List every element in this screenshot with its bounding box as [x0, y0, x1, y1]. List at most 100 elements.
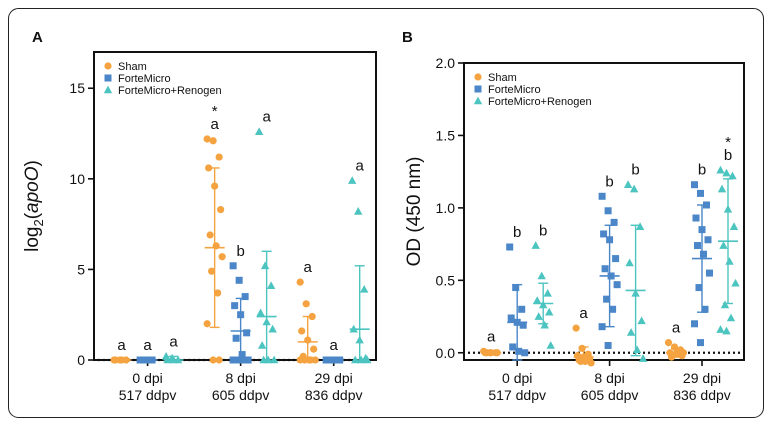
data-point	[533, 296, 542, 304]
significance-label: b	[724, 147, 732, 164]
significance-label: a	[169, 333, 178, 350]
legend-label: ForteMicro+Renogen	[118, 85, 222, 97]
data-point	[254, 127, 264, 136]
data-point	[625, 258, 634, 267]
significance-label: a	[304, 259, 313, 276]
significance-label: b	[513, 224, 521, 241]
series-group: b	[229, 243, 252, 364]
data-point	[697, 339, 704, 347]
data-point	[635, 222, 645, 231]
significance-label: b	[236, 243, 244, 260]
y-axis-label: OD (450 nm)	[404, 157, 425, 267]
data-point	[664, 339, 673, 347]
y-label-paren: )	[22, 160, 43, 166]
series-group: b*	[716, 134, 740, 335]
data-point	[604, 342, 612, 350]
data-point	[473, 96, 483, 105]
x-tick-label: 0 dpi	[502, 370, 532, 386]
data-point	[215, 153, 223, 161]
data-point	[545, 307, 554, 316]
data-point	[348, 176, 357, 184]
x-tick-label: 8 dpi	[594, 370, 624, 386]
data-point	[296, 356, 304, 364]
figure-frame: A 0 5 10 15 log2(apoO) 0 dpi 517 ddpv 8 dpi 605 d…	[8, 8, 764, 418]
series-group: a	[348, 158, 372, 364]
data-point	[717, 184, 727, 193]
data-point	[691, 320, 698, 328]
data-point	[726, 313, 736, 322]
series-group: a	[572, 305, 595, 367]
data-point	[598, 192, 606, 200]
data-point	[360, 284, 369, 293]
y-label-paren: (	[22, 212, 43, 219]
data-point	[700, 250, 707, 258]
y-tick-label: 5	[77, 261, 85, 277]
data-point	[268, 324, 277, 333]
y-tick-label: 0.5	[436, 272, 456, 288]
data-point	[507, 314, 515, 322]
data-point	[720, 300, 730, 309]
data-point	[697, 189, 704, 197]
data-point	[215, 356, 223, 364]
data-point	[257, 341, 267, 349]
y-label-gene: apoO	[22, 166, 43, 213]
data-point	[217, 206, 225, 214]
significance-label: a	[672, 320, 681, 337]
x-tick-sublabel: 605 ddpv	[212, 387, 270, 403]
data-point	[604, 207, 612, 215]
y-axis-label: log2(apoO)	[22, 160, 46, 252]
legend-label: Sham	[488, 72, 517, 84]
data-point	[531, 241, 540, 249]
data-point	[229, 356, 237, 364]
series-group: b	[531, 223, 555, 349]
data-point	[601, 265, 609, 273]
significance-label: a	[143, 337, 152, 354]
data-point	[354, 207, 363, 215]
data-point	[626, 328, 636, 336]
data-point	[519, 321, 527, 329]
significance-label: a	[117, 337, 126, 354]
data-point	[232, 334, 240, 342]
data-point	[694, 242, 701, 250]
panel-letter: A	[32, 29, 43, 46]
data-point	[623, 180, 633, 188]
data-point	[598, 323, 606, 331]
significance-label: b	[631, 162, 639, 179]
data-point	[637, 316, 646, 325]
data-point	[256, 308, 265, 317]
data-point	[613, 281, 621, 289]
series-group: b	[623, 162, 648, 362]
data-point	[269, 355, 279, 364]
data-point	[722, 326, 731, 335]
data-point	[474, 73, 482, 81]
significance-label: a	[487, 328, 496, 345]
significance-label: a	[210, 116, 219, 133]
data-point	[209, 356, 217, 364]
data-point	[609, 305, 617, 313]
significance-label: a	[330, 337, 339, 354]
data-point	[235, 276, 243, 284]
x-tick-sublabel: 836 ddpv	[305, 387, 363, 403]
data-point	[534, 312, 543, 320]
y-tick-label: 15	[69, 80, 85, 96]
legend-label: Sham	[118, 61, 147, 73]
data-point	[296, 278, 304, 286]
data-point	[209, 137, 217, 145]
data-point	[241, 293, 249, 301]
data-point	[543, 288, 552, 297]
series-group: a	[322, 337, 344, 364]
significance-label: a	[356, 158, 365, 175]
series-group: a	[110, 337, 132, 364]
data-point	[578, 344, 586, 353]
data-point	[716, 165, 725, 174]
data-point	[728, 171, 737, 180]
data-point	[206, 231, 214, 239]
x-tick-label: 29 dpi	[683, 370, 721, 386]
data-point	[302, 300, 310, 308]
data-point	[205, 164, 213, 172]
data-point	[474, 85, 482, 93]
series-group: b	[598, 173, 621, 350]
legend-label: ForteMicro+Renogen	[488, 96, 592, 108]
series-group: a	[254, 109, 279, 364]
